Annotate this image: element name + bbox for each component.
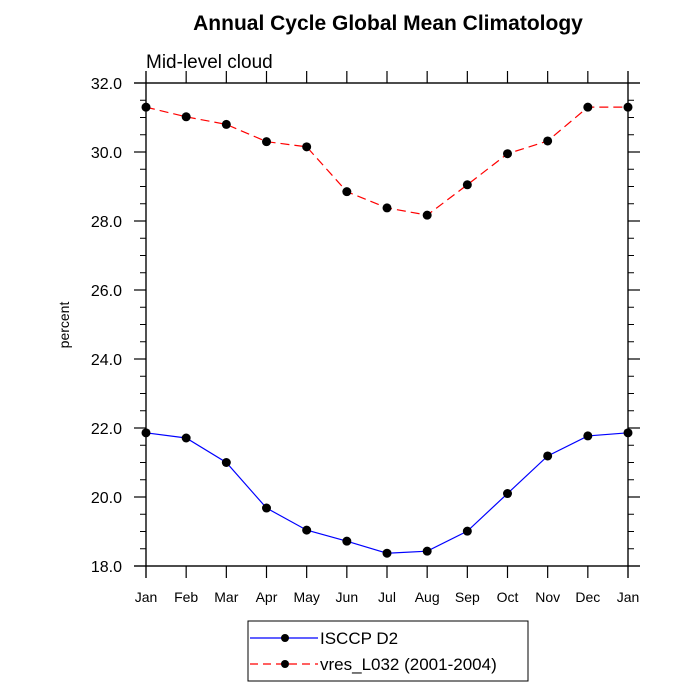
data-point	[623, 428, 633, 438]
y-tick-label: 28.0	[91, 214, 122, 231]
x-tick-label: Jan	[617, 589, 640, 605]
x-tick-label: Jun	[336, 589, 359, 605]
plot-frame	[145, 82, 629, 567]
data-point	[302, 142, 312, 152]
data-point	[342, 187, 352, 197]
data-point	[543, 451, 553, 461]
y-tick-label: 18.0	[91, 559, 122, 576]
data-point	[422, 546, 432, 556]
data-point	[181, 112, 191, 122]
y-tick-label: 24.0	[91, 352, 122, 369]
data-point	[262, 503, 271, 513]
data-point	[302, 525, 312, 535]
data-point	[382, 548, 392, 558]
series-line	[145, 432, 629, 554]
y-tick-label: 30.0	[91, 145, 122, 162]
data-point	[262, 137, 271, 147]
x-tick-label: Mar	[214, 589, 238, 605]
data-point	[462, 526, 472, 536]
data-point	[543, 136, 553, 146]
x-tick-label: Jan	[135, 589, 158, 605]
x-tick-label: Jul	[378, 589, 396, 605]
data-point	[141, 102, 151, 112]
series-1	[141, 102, 633, 220]
series-0	[141, 428, 633, 558]
x-tick-label: Dec	[575, 589, 600, 605]
data-point	[382, 203, 392, 213]
data-point	[503, 489, 512, 499]
data-point	[623, 102, 633, 112]
x-tick-label: May	[293, 589, 319, 605]
x-tick-label: Nov	[535, 589, 560, 605]
x-tick-label: Feb	[174, 589, 198, 605]
legend-box	[247, 620, 529, 682]
data-point	[221, 119, 231, 129]
y-tick-label: 20.0	[91, 490, 122, 507]
data-point	[462, 180, 472, 190]
y-tick-label: 26.0	[91, 283, 122, 300]
data-point	[342, 536, 352, 546]
chart-title: Annual Cycle Global Mean Climatology	[193, 12, 583, 35]
chart-subtitle: Mid-level cloud	[146, 52, 273, 73]
y-tick-label: 22.0	[91, 421, 122, 438]
data-point	[221, 458, 231, 467]
y-tick-label: 32.0	[91, 76, 122, 93]
x-tick-label: Apr	[256, 589, 278, 605]
legend-marker	[281, 660, 289, 668]
data-point	[422, 210, 432, 220]
series-layer	[141, 102, 633, 558]
data-point	[141, 428, 151, 438]
x-tick-label: Aug	[415, 589, 440, 605]
y-axis-label: percent	[56, 302, 72, 349]
axes: 18.0 20.0 22.0 24.0 26.0 28.0 30.0 32.0 Jan Feb Ma…	[91, 71, 640, 605]
legend-marker	[281, 634, 289, 642]
x-tick-label: Sep	[455, 589, 480, 605]
legend-label: ISCCP D2	[320, 629, 398, 648]
legend: ISCCP D2 vres_L032 (2001-2004)	[247, 620, 529, 682]
legend-label: vres_L032 (2001-2004)	[320, 655, 497, 674]
data-point	[583, 102, 593, 112]
series-line	[145, 106, 628, 216]
data-point	[503, 149, 512, 159]
data-point	[583, 431, 593, 441]
data-point	[181, 433, 191, 443]
x-tick-label: Oct	[497, 589, 519, 605]
